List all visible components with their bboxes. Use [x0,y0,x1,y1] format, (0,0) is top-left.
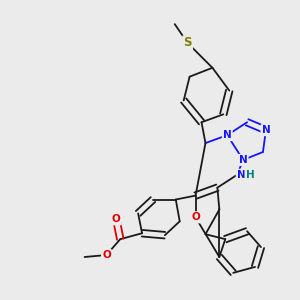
Text: S: S [183,37,192,50]
Text: H: H [246,170,254,180]
Text: N: N [262,125,270,135]
Text: O: O [112,214,121,224]
Text: O: O [191,212,200,222]
Text: N: N [239,155,248,165]
Text: N: N [223,130,232,140]
Text: O: O [102,250,111,260]
Text: N: N [237,170,245,180]
